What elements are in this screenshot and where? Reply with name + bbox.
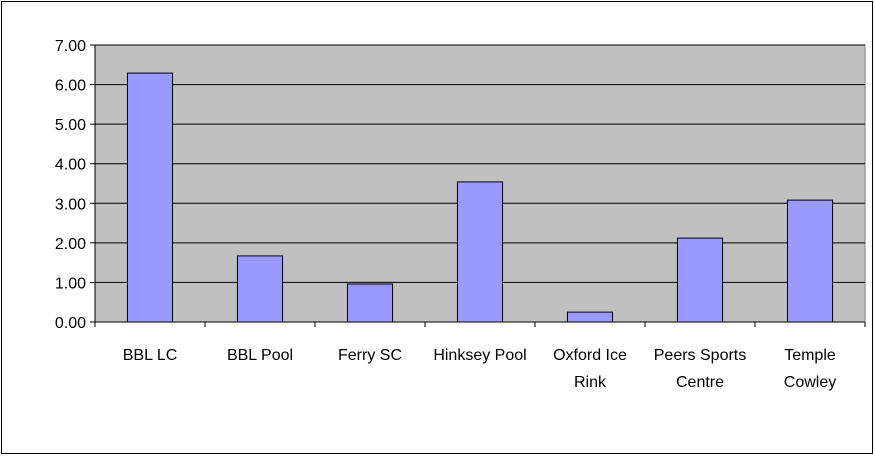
x-tick-label: Temple Cowley xyxy=(784,347,836,391)
x-tick-label: Peers Sports Centre xyxy=(654,347,746,391)
y-tick-label: 4.00 xyxy=(55,157,86,174)
x-tick-label: BBL Pool xyxy=(227,347,293,364)
bar xyxy=(566,311,614,323)
x-tick-label: Hinksey Pool xyxy=(433,347,526,364)
x-tick-label: Oxford Ice Rink xyxy=(553,347,627,391)
y-tick-label: 0.00 xyxy=(55,315,86,332)
bar xyxy=(236,255,284,323)
y-tick-label: 7.00 xyxy=(55,38,86,55)
bar xyxy=(126,72,174,323)
bar xyxy=(676,237,724,323)
y-tick-label: 6.00 xyxy=(55,78,86,95)
y-tick-label: 2.00 xyxy=(55,236,86,253)
y-tick-label: 3.00 xyxy=(55,196,86,213)
bar xyxy=(346,283,394,323)
x-tick-label: Ferry SC xyxy=(338,347,402,364)
y-tick-label: 5.00 xyxy=(55,117,86,134)
x-tick-label: BBL LC xyxy=(123,347,178,364)
bar xyxy=(456,181,504,323)
bar xyxy=(786,199,834,323)
y-tick-label: 1.00 xyxy=(55,275,86,292)
